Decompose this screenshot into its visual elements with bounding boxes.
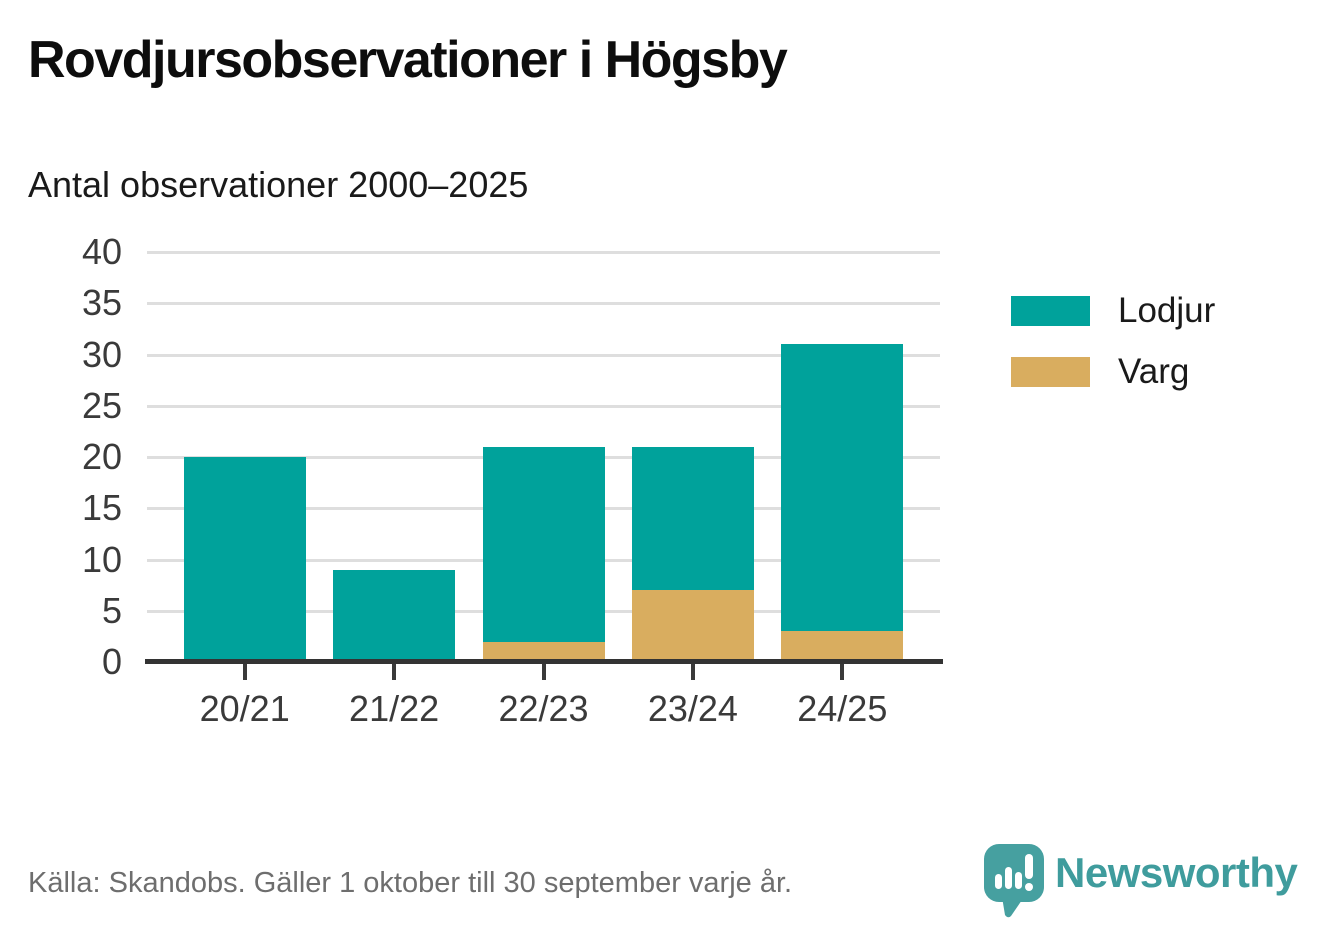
x-axis-tick	[840, 664, 845, 680]
y-tick-label: 10	[81, 538, 122, 580]
bar-segment-lodjur-21/22	[333, 569, 456, 662]
bar-segment-lodjur-20/21	[183, 457, 306, 662]
y-tick-label: 15	[81, 487, 122, 529]
source-note: Källa: Skandobs. Gäller 1 oktober till 3…	[28, 867, 793, 899]
newsworthy-logo: Newsworthy	[983, 843, 1298, 919]
legend-label-varg: Varg	[1118, 352, 1190, 391]
x-axis-line	[145, 659, 943, 664]
legend-label-lodjur: Lodjur	[1118, 291, 1216, 330]
newsworthy-logo-text: Newsworthy	[1055, 849, 1298, 896]
bar-segment-lodjur-23/24	[631, 446, 754, 591]
y-tick-label: 5	[101, 589, 122, 631]
x-axis-tick	[690, 664, 695, 680]
x-axis-tick	[541, 664, 546, 680]
x-tick-label: 23/24	[647, 688, 738, 729]
gridline	[147, 302, 940, 306]
lodjur-swatch-icon	[1011, 295, 1090, 326]
bar-segment-varg-24/25	[781, 631, 904, 662]
y-tick-label: 20	[81, 436, 122, 477]
varg-swatch-icon	[1011, 356, 1090, 387]
y-tick-label: 0	[101, 641, 122, 682]
x-tick-label: 22/23	[498, 688, 589, 729]
x-axis-tick	[392, 664, 397, 680]
bar-segment-lodjur-24/25	[781, 344, 904, 632]
legend-item-lodjur: Lodjur	[1011, 293, 1215, 328]
y-tick-label: 35	[81, 282, 122, 324]
chart-title: Rovdjursobservationer i Högsby	[28, 31, 788, 89]
x-tick-label: 24/25	[797, 688, 888, 729]
x-tick-label: 21/22	[349, 688, 440, 729]
gridline	[147, 251, 940, 254]
gridline	[147, 404, 940, 408]
bar-segment-lodjur-22/23	[482, 446, 605, 642]
x-axis-tick	[242, 664, 247, 680]
legend-item-varg: Varg	[1011, 354, 1215, 389]
chart-legend: Lodjur Varg	[1011, 293, 1215, 415]
chart-subtitle: Antal observationer 2000–2025	[28, 164, 529, 205]
y-tick-label: 25	[81, 384, 122, 426]
y-tick-label: 30	[81, 333, 122, 375]
newsworthy-bubble-chart-icon	[984, 844, 1044, 918]
bar-segment-varg-23/24	[631, 590, 754, 662]
y-tick-label: 40	[81, 231, 122, 272]
bar-segment-varg-22/23	[482, 641, 605, 662]
gridline	[147, 353, 940, 357]
x-tick-label: 20/21	[199, 688, 290, 729]
